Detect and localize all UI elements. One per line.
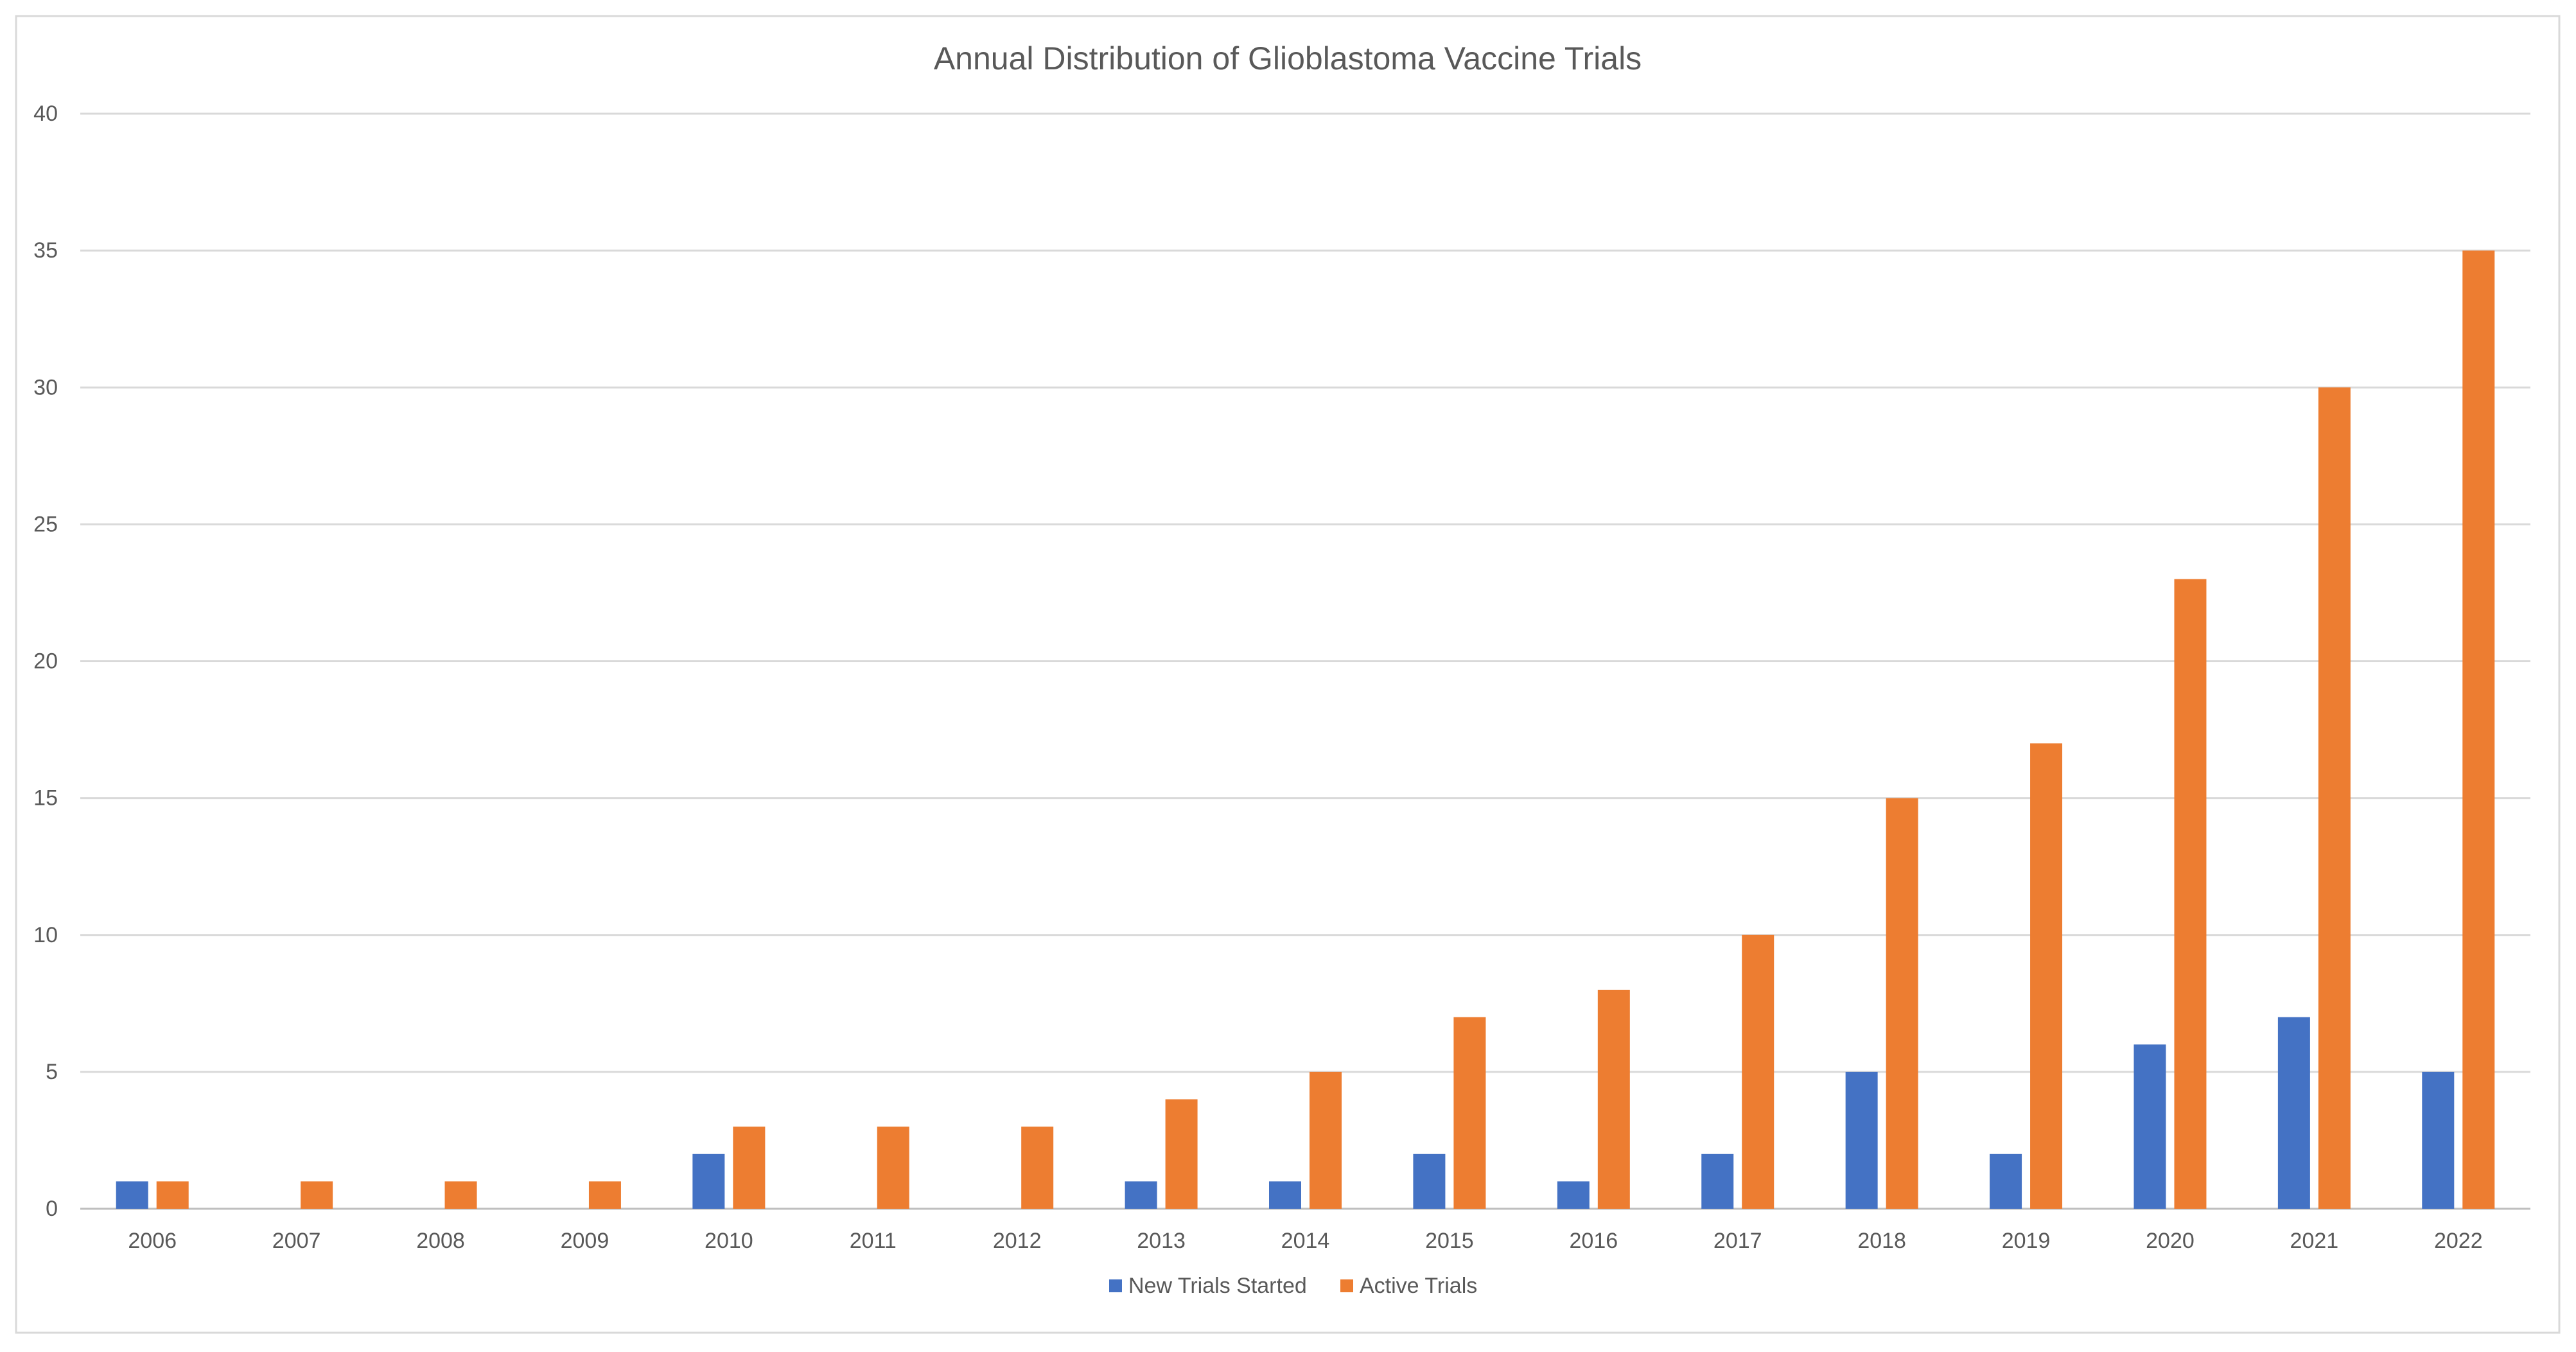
bar [1701,1154,1734,1209]
x-tick-label: 2012 [993,1229,1042,1253]
y-axis-tick-labels: 0 5 10 15 20 25 30 35 40 [33,101,58,1221]
bar [156,1181,189,1209]
bar [1886,798,1918,1209]
bar [588,1181,621,1209]
y-tick-label: 40 [33,101,58,126]
y-tick-label: 0 [46,1197,58,1221]
y-tick-label: 25 [33,512,58,536]
x-tick-label: 2019 [2002,1229,2051,1253]
x-tick-label: 2011 [850,1229,897,1253]
bar [733,1127,766,1209]
legend-swatch [1109,1279,1122,1292]
bars [116,250,2495,1209]
bar [1597,990,1630,1209]
bar [692,1154,725,1209]
x-axis-tick-labels: 2006 2007 2008 2009 2010 2011 2012 2013 2014 2015… [128,1229,2482,1253]
y-tick-label: 30 [33,375,58,399]
bar [1125,1181,1157,1209]
bar [2277,1017,2310,1209]
y-tick-label: 15 [33,786,58,811]
y-tick-label: 10 [33,923,58,947]
bar [2318,387,2351,1209]
x-tick-label: 2021 [2290,1229,2339,1253]
x-tick-label: 2009 [561,1229,609,1253]
bar [1557,1181,1590,1209]
bar [444,1181,477,1209]
legend-swatch [1340,1279,1353,1292]
bar [1990,1154,2022,1209]
legend: New Trials Started Active Trials [1109,1274,1477,1298]
x-tick-label: 2022 [2434,1229,2483,1253]
x-tick-label: 2006 [128,1229,177,1253]
bar [1269,1181,1301,1209]
y-tick-label: 35 [33,238,58,263]
x-tick-label: 2008 [416,1229,465,1253]
legend-label: New Trials Started [1128,1274,1307,1298]
gridlines [80,112,2530,1210]
bar [2174,579,2207,1209]
x-tick-label: 2007 [272,1229,321,1253]
bar [1310,1071,1342,1209]
chart-title: Annual Distribution of Glioblastoma Vacc… [934,40,1642,76]
x-tick-label: 2017 [1713,1229,1762,1253]
bar [877,1127,909,1209]
y-tick-label: 5 [46,1060,58,1084]
bar [1021,1127,1054,1209]
y-tick-label: 20 [33,649,58,674]
x-tick-label: 2015 [1425,1229,1474,1253]
bar [1165,1099,1198,1209]
x-tick-label: 2010 [705,1229,753,1253]
bar [2422,1071,2455,1209]
legend-label: Active Trials [1360,1274,1477,1298]
x-tick-label: 2020 [2146,1229,2195,1253]
bar [2030,743,2063,1209]
bar [1742,935,1774,1209]
bar [116,1181,148,1209]
bar [301,1181,333,1209]
x-tick-label: 2018 [1857,1229,1906,1253]
bar [1453,1017,1486,1209]
bar [1845,1071,1878,1209]
bar [2462,250,2495,1209]
bar [1413,1154,1446,1209]
x-tick-label: 2014 [1281,1229,1330,1253]
bar [2134,1044,2166,1209]
x-tick-label: 2013 [1137,1229,1186,1253]
x-tick-label: 2016 [1570,1229,1618,1253]
